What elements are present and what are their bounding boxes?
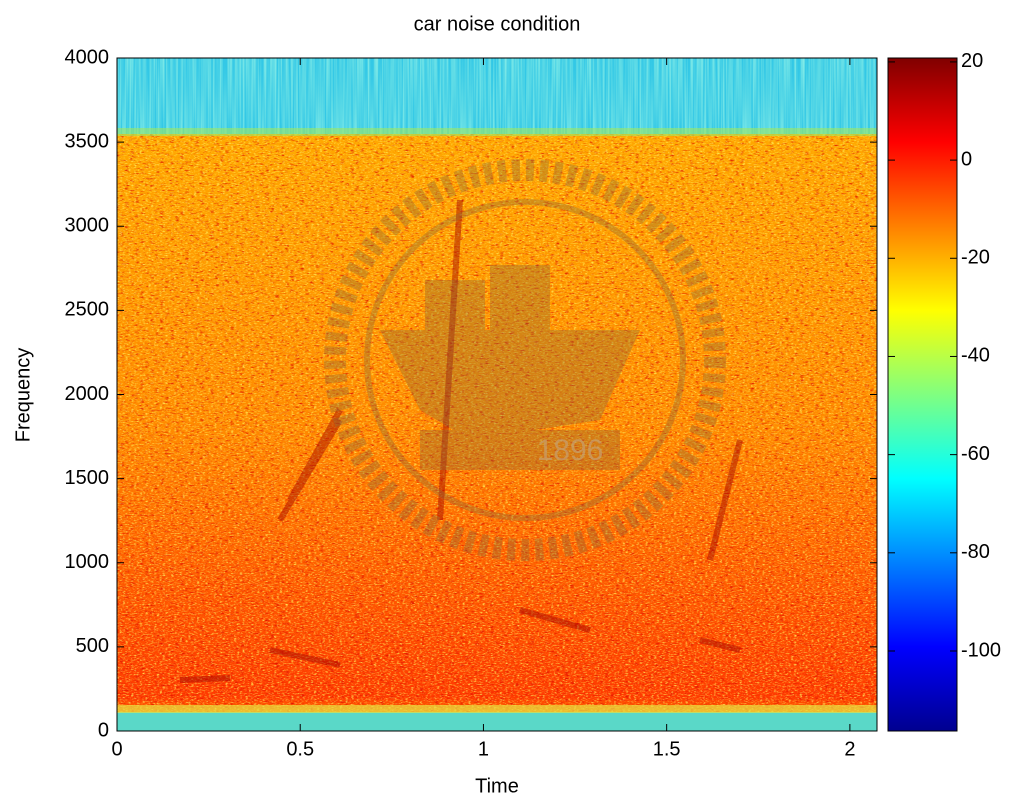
y-axis-label: Frequency (12, 348, 34, 443)
y-tick-label: 4000 (65, 46, 110, 68)
x-axis-label: Time (475, 775, 519, 797)
chart-title: car noise condition (414, 13, 581, 35)
colorbar-tick-label: 20 (961, 50, 983, 72)
y-tick-label: 2500 (65, 299, 110, 321)
x-tick-label: 2 (844, 738, 855, 760)
watermark (324, 159, 726, 561)
y-tick-label: 1000 (65, 551, 110, 573)
colorbar-tick-label: -80 (961, 541, 990, 563)
colorbar (887, 57, 958, 732)
x-tick-label: 1.5 (653, 738, 681, 760)
y-tick-label: 1500 (65, 467, 110, 489)
x-tick-label: 0.5 (286, 738, 314, 760)
watermark-text: 1896 (537, 434, 604, 467)
colorbar-tick-label: -100 (961, 639, 1001, 661)
colorbar-tick-label: 0 (961, 148, 972, 170)
spectrogram-image: 1896 (117, 58, 877, 731)
x-tick-label: 1 (478, 738, 489, 760)
colorbar-tick-label: -20 (961, 247, 990, 269)
y-tick-label: 0 (98, 719, 109, 741)
y-tick-label: 3000 (65, 215, 110, 237)
x-tick-label: 0 (111, 738, 122, 760)
y-tick-label: 500 (76, 635, 109, 657)
y-tick-label: 2000 (65, 383, 110, 405)
colorbar-tick-label: -40 (961, 345, 990, 367)
y-tick-label: 3500 (65, 130, 110, 152)
colorbar-tick-label: -60 (961, 443, 990, 465)
